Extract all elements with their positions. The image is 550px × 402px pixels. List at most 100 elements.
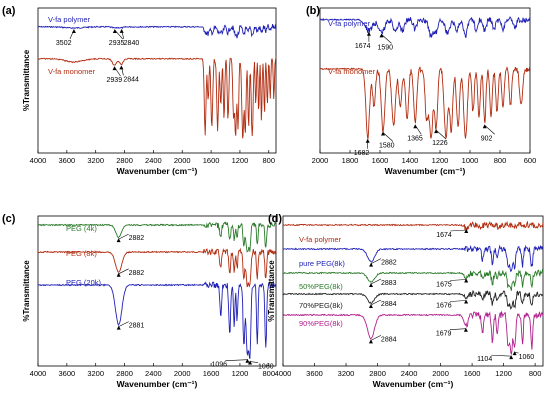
annotation-arrowhead	[381, 131, 385, 136]
annotation-arrowhead	[119, 65, 124, 70]
annotation-label: 1675	[436, 282, 452, 289]
legend-label: V-fa monomer	[328, 67, 376, 76]
annotation-arrow	[370, 335, 382, 341]
annotation-arrow	[514, 351, 519, 354]
x-tick-label: 800	[263, 156, 276, 165]
x-tick-label: 1200	[432, 156, 449, 165]
x-axis-label: Wavenumber (cm⁻¹)	[385, 166, 466, 176]
annotation-arrowhead	[368, 304, 373, 308]
x-tick-label: 3600	[59, 369, 76, 378]
annotation-arrowhead	[116, 325, 121, 330]
x-tick-label: 800	[494, 156, 507, 165]
x-tick-label: 1200	[495, 369, 512, 378]
x-tick-label: 800	[529, 369, 542, 378]
annotation-label: 1226	[432, 140, 448, 147]
plot-frame	[37, 7, 277, 154]
legend-label: V-fa monomer	[48, 67, 96, 76]
panel-label: (a)	[2, 5, 16, 17]
plot-frame	[319, 7, 531, 154]
annotation-label: 2881	[129, 323, 145, 330]
legend-label: 70%PEG(8k)	[299, 301, 343, 310]
annotation-label: 1590	[378, 44, 394, 51]
series-line-v-fa-monomer	[319, 66, 531, 140]
series-line-peg-20k-	[37, 281, 277, 360]
annotation-label: 1060	[519, 354, 535, 361]
annotation-arrow	[381, 34, 392, 44]
x-tick-label: 2800	[116, 369, 133, 378]
annotation-arrowhead	[464, 229, 469, 233]
x-tick-label: 600	[524, 156, 537, 165]
x-tick-label: 2800	[116, 156, 133, 165]
panel-label: (b)	[306, 5, 320, 17]
annotation-arrow	[370, 278, 382, 285]
x-tick-label: 1400	[402, 156, 419, 165]
plot-frame	[282, 215, 544, 367]
series-line-v-fa-polymer	[282, 220, 544, 231]
annotation-arrowhead	[119, 28, 124, 33]
x-tick-label: 1600	[372, 156, 389, 165]
x-tick-label: 2000	[174, 156, 191, 165]
series-line-peg-4k-	[37, 220, 277, 253]
x-tick-label: 3600	[59, 156, 76, 165]
x-tick-label: 2800	[369, 369, 386, 378]
legend-label: PEG (4k)	[66, 224, 97, 233]
annotation-arrowhead	[368, 339, 373, 344]
annotation-arrow	[118, 233, 129, 240]
annotation-arrow	[450, 229, 467, 232]
x-tick-label: 1600	[464, 369, 481, 378]
x-tick-label: 1800	[342, 156, 359, 165]
annotation-arrowhead	[509, 355, 514, 360]
annotation-arrowhead	[245, 358, 250, 363]
annotation-arrow	[370, 299, 382, 306]
x-tick-label: 4000	[275, 369, 292, 378]
annotation-arrow	[225, 359, 248, 362]
annotation-arrowhead	[71, 29, 76, 34]
annotation-arrowhead	[248, 360, 253, 365]
x-tick-label: 2000	[432, 369, 449, 378]
annotation-arrowhead	[116, 272, 121, 277]
annotation-arrow	[382, 132, 394, 142]
annotation-label: 1060	[258, 364, 274, 371]
legend-label: V-fa polymer	[328, 19, 371, 28]
annotation-arrow	[491, 354, 512, 357]
annotation-label: 2884	[381, 336, 397, 343]
annotation-arrow	[118, 321, 129, 327]
annotation-arrowhead	[379, 33, 384, 38]
annotation-arrowhead	[482, 124, 487, 129]
annotation-arrowhead	[116, 238, 121, 243]
legend-label: 90%PEG(8k)	[299, 319, 343, 328]
annotation-arrow	[118, 268, 129, 275]
legend-label: PEG (8k)	[66, 249, 97, 258]
legend-label: PEG (20k)	[66, 278, 102, 287]
x-tick-label: 1200	[232, 156, 249, 165]
annotation-arrow	[449, 328, 466, 330]
y-axis-label: %Transmittance	[22, 49, 31, 111]
y-axis-label: %Transmittance	[22, 260, 31, 322]
annotation-arrowhead	[463, 327, 468, 332]
annotation-arrow	[484, 125, 495, 135]
x-tick-label: 1000	[462, 156, 479, 165]
annotation-label: 2882	[129, 270, 145, 277]
x-tick-label: 2400	[401, 369, 418, 378]
annotation-arrow	[435, 129, 447, 140]
series-line-90-peg-8k-	[283, 310, 544, 355]
x-tick-label: 3200	[87, 369, 104, 378]
series-line-pure-peg-8k-	[282, 244, 544, 273]
plot-frame	[37, 215, 277, 367]
x-tick-label: 1600	[203, 369, 220, 378]
annotation-label: 2882	[381, 260, 397, 267]
annotation-arrowhead	[464, 299, 469, 304]
annotation-arrow	[450, 300, 467, 302]
x-tick-label: 2000	[312, 156, 329, 165]
x-tick-label: 4000	[30, 369, 47, 378]
annotation-label: 1682	[354, 150, 370, 157]
annotation-label: 2844	[123, 76, 139, 83]
annotation-arrowhead	[434, 129, 439, 134]
annotation-label: 2882	[129, 235, 145, 242]
x-tick-label: 4000	[30, 156, 47, 165]
panel-label: (d)	[268, 213, 282, 225]
x-axis-label: Wavenumber (cm⁻¹)	[373, 379, 454, 389]
x-tick-label: 3200	[87, 156, 104, 165]
panel-label: (c)	[2, 213, 16, 225]
